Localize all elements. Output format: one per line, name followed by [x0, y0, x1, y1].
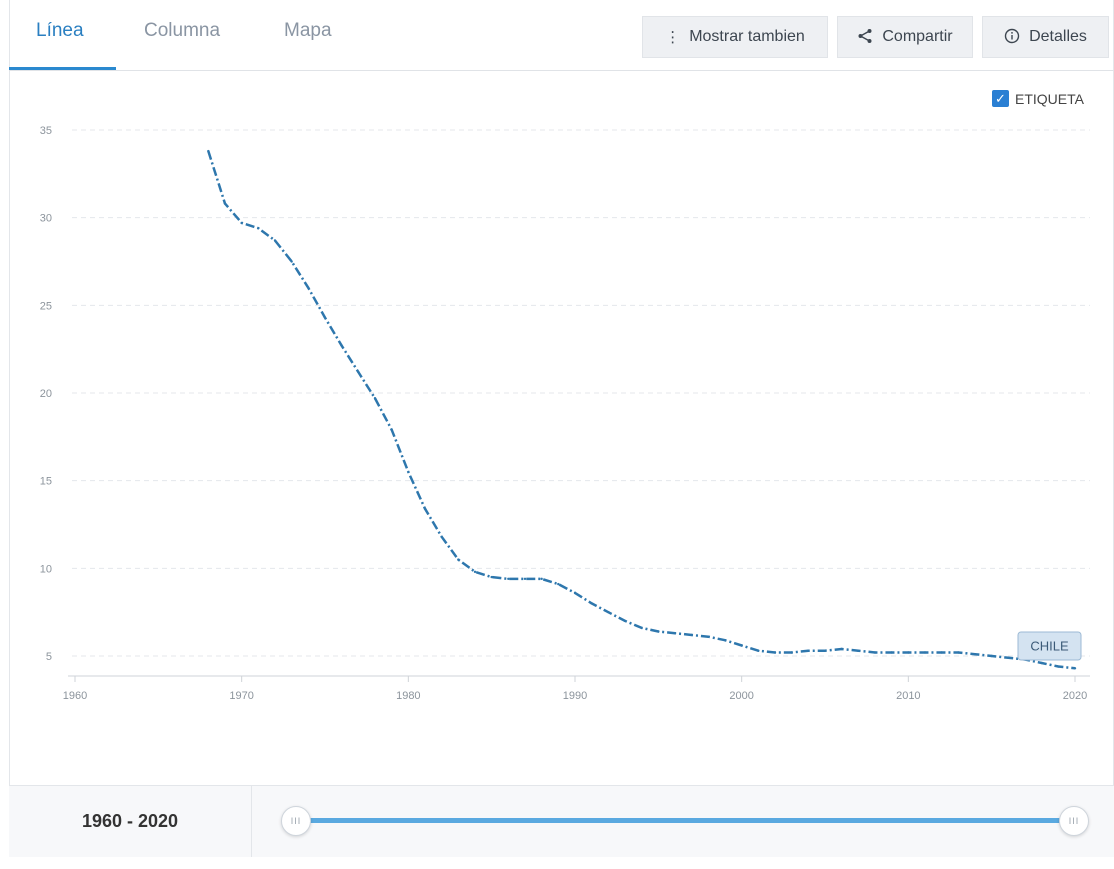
data-point[interactable] [590, 602, 593, 605]
data-point[interactable] [1057, 665, 1060, 668]
data-point[interactable] [457, 558, 460, 561]
data-point[interactable] [840, 647, 843, 651]
data-point[interactable] [873, 651, 877, 654]
data-point[interactable] [957, 651, 960, 654]
legend-checkbox[interactable]: ✓ [992, 90, 1009, 107]
show-also-label: Mostrar tambien [689, 28, 805, 45]
series-label-text: CHILE [1030, 639, 1069, 654]
data-point[interactable] [623, 619, 627, 623]
data-point[interactable] [423, 507, 427, 510]
x-tick-label: 1970 [229, 690, 253, 702]
data-point[interactable] [990, 654, 993, 658]
data-point[interactable] [757, 649, 760, 652]
range-slider-track[interactable] [299, 818, 1074, 823]
tab-linea[interactable]: Línea [36, 20, 84, 41]
chart-header: Línea Columna Mapa ⋮ Mostrar tambien Com… [9, 0, 1114, 71]
data-point[interactable] [507, 577, 510, 581]
x-tick-label: 2000 [729, 690, 753, 702]
data-point[interactable] [490, 575, 493, 579]
x-tick-label: 2020 [1063, 690, 1087, 702]
data-point[interactable] [740, 644, 743, 647]
year-range-label: 1960 - 2020 [9, 786, 252, 857]
data-point[interactable] [773, 651, 777, 654]
x-axis-ticks: 1960 1970 1980 1990 2000 2010 2020 [63, 676, 1087, 702]
grid-lines [72, 129, 1090, 657]
data-point[interactable] [273, 239, 277, 242]
active-tab-indicator [9, 67, 116, 70]
share-label: Compartir [882, 28, 953, 45]
vertical-dots-icon: ⋮ [665, 28, 681, 46]
details-button[interactable]: Detalles [982, 16, 1109, 58]
y-tick-label: 35 [40, 125, 52, 137]
data-point[interactable] [690, 633, 693, 637]
data-point[interactable] [857, 649, 860, 652]
data-point[interactable] [357, 370, 360, 374]
data-point[interactable] [573, 591, 577, 595]
series-label-badge [1017, 631, 1082, 661]
data-point[interactable] [240, 221, 243, 225]
data-point[interactable] [890, 651, 893, 654]
data-point[interactable] [523, 577, 527, 581]
data-point[interactable] [657, 630, 660, 633]
y-tick-label: 20 [40, 388, 52, 400]
tab-mapa[interactable]: Mapa [284, 20, 332, 41]
range-end-handle[interactable]: III [1059, 806, 1089, 836]
data-point[interactable] [673, 632, 677, 635]
data-point[interactable] [940, 651, 943, 654]
series-label-group: CHILE [1017, 631, 1082, 661]
share-button[interactable]: Compartir [837, 16, 973, 58]
series-group [207, 149, 1077, 670]
data-point[interactable] [823, 649, 827, 652]
data-point[interactable] [723, 639, 727, 642]
data-point[interactable] [640, 626, 643, 630]
data-point[interactable] [907, 651, 910, 654]
data-point[interactable] [223, 202, 227, 205]
data-point[interactable] [973, 653, 977, 656]
y-tick-label: 5 [46, 651, 52, 663]
data-point[interactable] [1007, 656, 1010, 659]
x-tick-label: 2010 [896, 690, 920, 702]
data-point[interactable] [390, 428, 393, 432]
data-point[interactable] [323, 316, 327, 319]
data-point[interactable] [707, 635, 710, 638]
details-label: Detalles [1029, 28, 1087, 45]
share-icon [857, 28, 873, 47]
data-point[interactable] [923, 651, 927, 654]
data-point[interactable] [340, 344, 343, 347]
data-point[interactable] [440, 535, 443, 538]
y-axis-ticks: 5 10 15 20 25 30 35 [40, 125, 52, 663]
tab-columna[interactable]: Columna [144, 20, 221, 41]
data-point[interactable] [373, 397, 377, 400]
data-point[interactable] [473, 570, 477, 574]
line-chart: 5 10 15 20 25 30 35 1960 1970 1980 1990 2000 2010 20… [40, 125, 1090, 702]
data-point[interactable] [307, 286, 310, 289]
data-point[interactable] [790, 651, 793, 654]
data-point[interactable] [1073, 667, 1077, 670]
legend-toggle[interactable]: ✓ ETIQUETA [992, 90, 1084, 107]
range-footer: 1960 - 2020 III III [9, 785, 1114, 857]
legend-label: ETIQUETA [1015, 90, 1084, 107]
show-also-button[interactable]: ⋮ Mostrar tambien [642, 16, 828, 58]
x-tick-label: 1990 [563, 690, 587, 702]
y-tick-label: 10 [40, 563, 52, 575]
y-tick-label: 15 [40, 476, 52, 488]
data-point[interactable] [540, 577, 543, 581]
series-line-chile[interactable] [207, 150, 1076, 670]
y-tick-label: 30 [40, 213, 52, 225]
data-point[interactable] [207, 149, 210, 153]
data-point[interactable] [607, 610, 610, 614]
data-point[interactable] [1040, 661, 1043, 665]
data-point[interactable] [407, 470, 410, 474]
range-start-handle[interactable]: III [281, 806, 311, 836]
data-point[interactable] [807, 649, 810, 652]
x-tick-label: 1980 [396, 690, 420, 702]
data-point[interactable] [290, 260, 293, 263]
data-point[interactable] [257, 226, 260, 230]
data-point[interactable] [557, 582, 560, 586]
x-tick-label: 1960 [63, 690, 87, 702]
info-icon [1004, 28, 1020, 47]
y-tick-label: 25 [40, 300, 52, 312]
